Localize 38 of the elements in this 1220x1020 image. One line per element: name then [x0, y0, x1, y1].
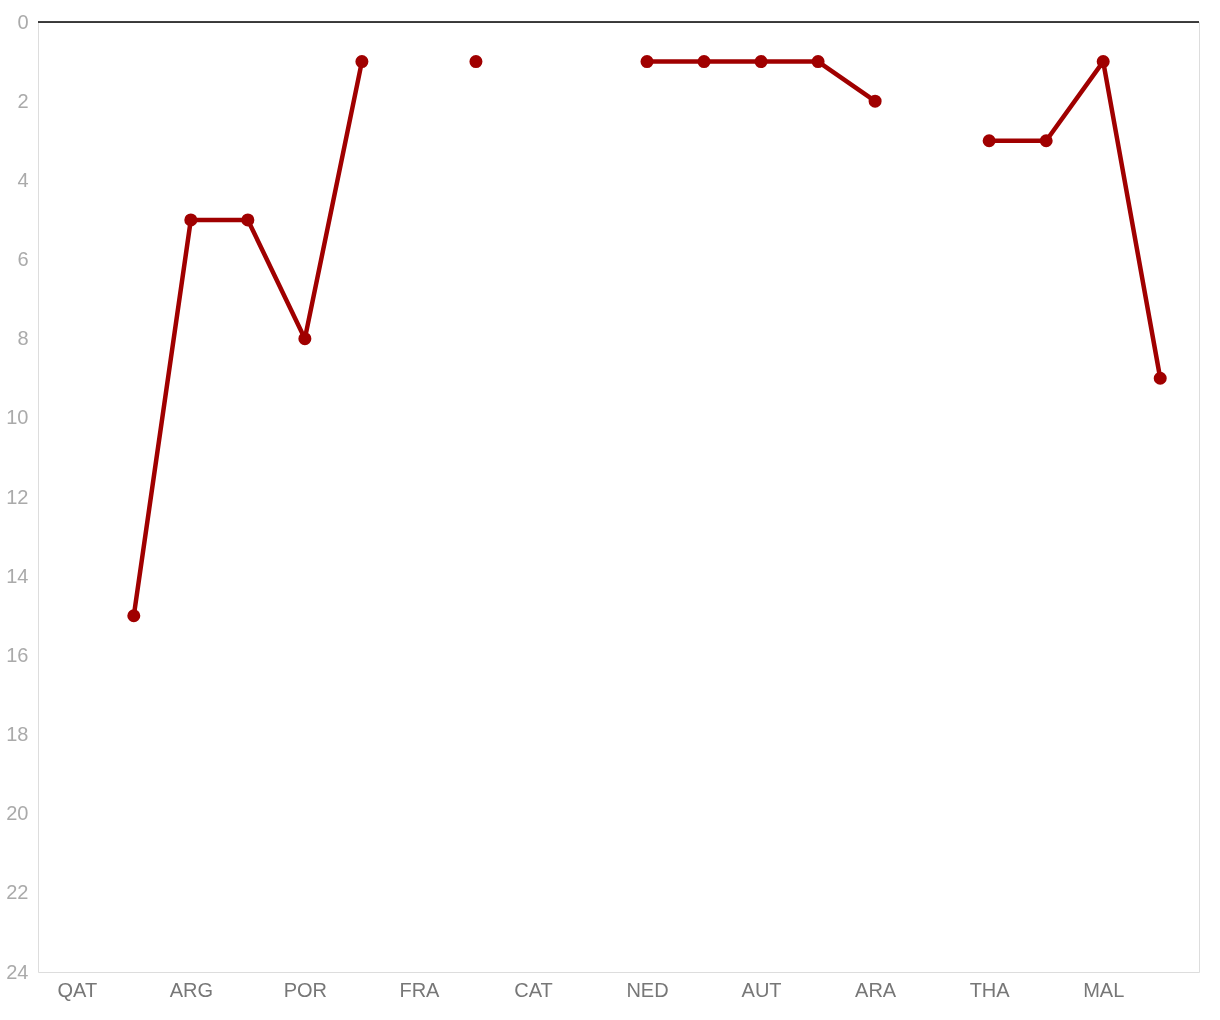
x-tick-label: AUT [741, 978, 782, 1001]
point [697, 55, 711, 69]
y-tick-label: 24 [6, 960, 29, 983]
x-tick-label: MAL [1083, 978, 1125, 1001]
y-tick-label: 18 [6, 723, 29, 745]
point [469, 55, 483, 69]
x-tick-label: CAT [514, 978, 553, 1001]
x-tick-label: THA [969, 978, 1011, 1001]
point [1153, 371, 1167, 385]
point [298, 332, 312, 346]
y-tick-label: 12 [6, 485, 29, 508]
point [640, 55, 654, 69]
y-tick-label: 14 [6, 564, 29, 587]
x-tick-label: QAT [57, 978, 98, 1001]
point [127, 609, 141, 623]
y-tick-label: 6 [17, 248, 29, 270]
point [868, 94, 882, 108]
point [982, 134, 996, 148]
y-tick-label: 22 [6, 881, 29, 904]
y-tick-label: 2 [17, 89, 29, 112]
point [1039, 134, 1053, 148]
point [754, 55, 768, 69]
x-tick-label: ARG [169, 978, 213, 1001]
y-tick-label: 8 [17, 327, 29, 350]
y-tick-label: 10 [6, 406, 29, 429]
y-tick-label: 0 [17, 10, 29, 33]
point [184, 213, 198, 227]
x-tick-label: ARA [855, 978, 897, 1001]
y-tick-label: 4 [17, 168, 29, 191]
x-tick-label: POR [283, 978, 328, 1001]
x-tick-label: NED [626, 978, 669, 1001]
point [355, 55, 369, 69]
point [1096, 55, 1110, 69]
point [241, 213, 255, 227]
point [811, 55, 825, 69]
y-tick-label: 16 [6, 643, 29, 666]
y-tick-label: 20 [6, 802, 29, 825]
x-tick-label: FRA [399, 978, 441, 1001]
